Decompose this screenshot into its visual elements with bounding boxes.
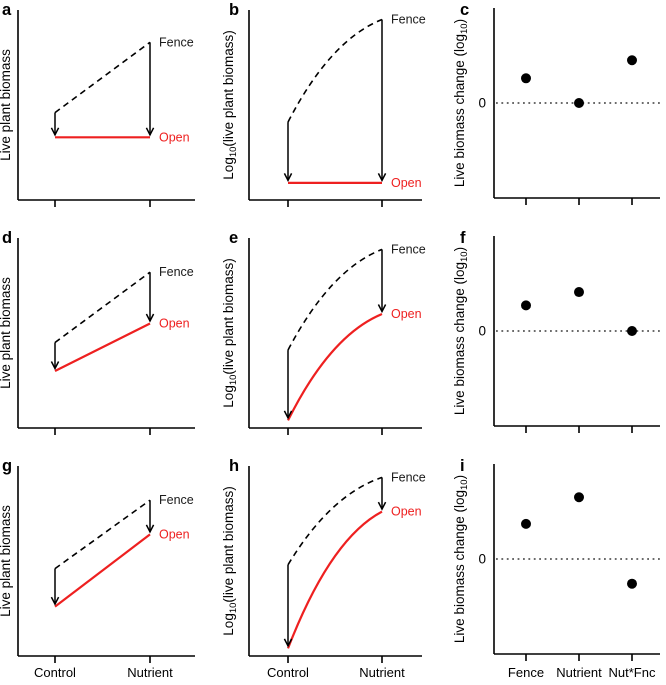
open-label: Open <box>391 307 422 321</box>
arrowhead-icon <box>283 638 293 648</box>
x-tick-label: Control <box>34 665 76 680</box>
arrowhead-icon <box>145 524 155 534</box>
y-axis-label: Log10(live plant biomass) <box>222 258 239 407</box>
zero-label: 0 <box>478 96 486 111</box>
open-label: Open <box>159 527 190 541</box>
panel-h: Control Nutrient Log10(live plant biomass)… <box>222 456 444 685</box>
fence-line <box>54 41 151 114</box>
open-line <box>54 322 151 372</box>
y-axis-label: Live plant biomass <box>0 49 13 161</box>
panel-letter: a <box>2 1 12 19</box>
fence-label: Fence <box>159 35 194 49</box>
fence-line <box>54 499 151 570</box>
fence-label: Fence <box>391 242 426 256</box>
open-line <box>286 510 383 649</box>
y-axis-label: Live biomass change (log10) <box>452 247 470 415</box>
panel-e-plot: Log10(live plant biomass) e Fence Open <box>222 229 426 435</box>
arrowhead-icon <box>283 410 293 420</box>
panel-g-plot: Control Nutrient Live plant biomass g Fence O… <box>0 457 195 680</box>
open-label: Open <box>391 505 422 519</box>
panel-d: Live plant biomass d Fence Open <box>0 228 222 456</box>
open-line <box>54 533 151 608</box>
zero-label: 0 <box>478 552 486 567</box>
y-axis-label: Live plant biomass <box>0 505 13 617</box>
x-tick-label: Fence <box>508 665 544 680</box>
x-tick-label: Nut*Fnc <box>609 665 656 680</box>
panel-letter: i <box>460 457 465 475</box>
fence-line <box>287 18 383 123</box>
x-tick-label: Control <box>267 665 309 680</box>
fence-line <box>287 476 383 566</box>
panel-e: Log10(live plant biomass) e Fence Open <box>222 228 444 456</box>
data-point-nut*fnc <box>627 326 637 336</box>
data-point-fence <box>521 300 531 311</box>
arrowhead-icon <box>283 173 293 183</box>
open-label: Open <box>159 317 190 331</box>
y-axis-label: Log10(live plant biomass) <box>222 30 239 179</box>
panel-letter: b <box>229 1 239 19</box>
panel-h-plot: Control Nutrient Log10(live plant biomass)… <box>222 457 426 680</box>
data-point-fence <box>521 518 531 529</box>
open-label: Open <box>159 130 190 144</box>
arrowhead-icon <box>145 313 155 323</box>
panel-letter: c <box>460 1 469 19</box>
panel-letter: d <box>2 229 12 247</box>
zero-label: 0 <box>478 324 486 339</box>
arrowhead-icon <box>145 127 155 137</box>
panel-f-plot: Live biomass change (log10)f 0 <box>452 229 662 433</box>
panel-d-plot: Live plant biomass d Fence Open <box>0 229 195 435</box>
arrowhead-icon <box>50 596 60 606</box>
open-line <box>287 312 383 421</box>
x-tick-label: Nutrient <box>127 665 173 680</box>
data-point-nutrient <box>574 492 584 503</box>
panel-letter: e <box>229 229 238 247</box>
arrowhead-icon <box>377 304 387 314</box>
x-tick-label: Nutrient <box>556 665 602 680</box>
y-axis-label: Live biomass change (log10) <box>452 19 470 187</box>
panel-letter: g <box>2 457 12 475</box>
fence-line <box>54 271 151 344</box>
fence-line <box>287 248 383 351</box>
fence-label: Fence <box>159 493 194 507</box>
data-point-nut*fnc <box>627 578 637 589</box>
panel-c-plot: Live biomass change (log10)c 0 <box>452 1 662 205</box>
panel-f: Live biomass change (log10) f 0 <box>444 228 666 456</box>
data-point-nutrient <box>574 287 584 298</box>
data-point-nutrient <box>574 98 584 108</box>
panel-i: Fence Nutrient Nut*Fnc Live biomass change … <box>444 456 666 685</box>
panel-i-plot: Fence Nutrient Nut*Fnc Live biomass change … <box>452 457 662 680</box>
y-axis-label: Live biomass change (log10) <box>452 475 470 643</box>
y-axis-label: Live plant biomass <box>0 277 13 389</box>
panel-c: Live biomass change (log10) c 0 <box>444 0 666 228</box>
fence-label: Fence <box>159 265 194 279</box>
fence-label: Fence <box>391 13 426 27</box>
panel-g: Control Nutrient Live plant biomass g Fence O… <box>0 456 222 685</box>
y-axis-label: Log10(live plant biomass) <box>222 486 239 635</box>
data-point-nut*fnc <box>627 55 637 66</box>
fence-label: Fence <box>391 470 426 484</box>
arrowhead-icon <box>377 173 387 183</box>
arrowhead-icon <box>50 127 60 137</box>
panel-a-plot: Live plant biomass a Fence Open <box>0 1 195 207</box>
panel-b: Log10(live plant biomass) b Fence Open <box>222 0 444 228</box>
x-tick-label: Nutrient <box>359 665 405 680</box>
panel-letter: h <box>229 457 239 475</box>
data-point-fence <box>521 73 531 84</box>
arrowhead-icon <box>377 501 387 511</box>
panel-a: Live plant biomass a Fence Open <box>0 0 222 228</box>
arrowhead-icon <box>50 361 60 371</box>
open-label: Open <box>391 176 422 190</box>
panel-letter: f <box>460 229 466 247</box>
panel-b-plot: Log10(live plant biomass) b Fence Open <box>222 1 426 207</box>
